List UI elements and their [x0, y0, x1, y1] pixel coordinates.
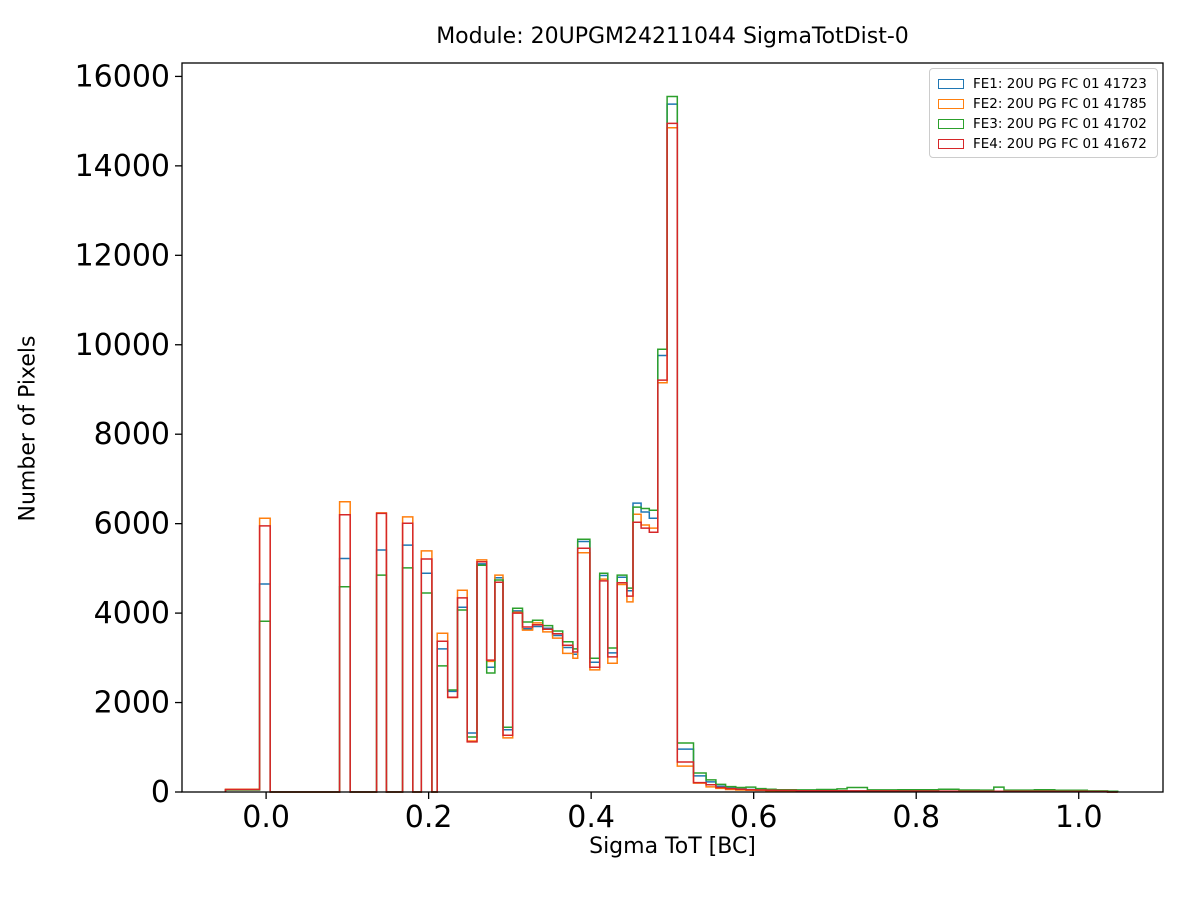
- y-tick-label: 10000: [75, 328, 170, 363]
- chart-title: Module: 20UPGM24211044 SigmaTotDist-0: [436, 24, 909, 49]
- fe2-swatch-icon: [938, 99, 964, 109]
- fe3-swatch-icon: [938, 119, 964, 129]
- y-tick-label: 2000: [94, 686, 170, 721]
- legend-item-fe4: FE4: 20U PG FC 01 41672: [938, 134, 1149, 154]
- y-tick-label: 12000: [75, 238, 170, 273]
- x-tick-label: 0.8: [892, 800, 940, 835]
- legend-label-fe1: FE1: 20U PG FC 01 41723: [973, 76, 1147, 92]
- series-fe4-step-line: [224, 122, 1118, 793]
- y-tick-label: 0: [151, 775, 170, 810]
- y-tick-label: 14000: [75, 149, 170, 184]
- legend-label-fe2: FE2: 20U PG FC 01 41785: [973, 96, 1147, 112]
- series-fe1-step-line: [224, 103, 1118, 793]
- legend-label-fe4: FE4: 20U PG FC 01 41672: [973, 136, 1147, 152]
- x-tick-label: 0.0: [242, 800, 290, 835]
- fe4-swatch-icon: [938, 139, 964, 149]
- x-tick-label: 0.2: [405, 800, 453, 835]
- y-axis-label: Number of Pixels: [15, 335, 41, 522]
- fe1-swatch-icon: [938, 79, 964, 89]
- x-tick-label: 0.6: [730, 800, 778, 835]
- legend-item-fe2: FE2: 20U PG FC 01 41785: [938, 94, 1149, 114]
- legend-item-fe3: FE3: 20U PG FC 01 41702: [938, 114, 1149, 134]
- y-tick-label: 16000: [75, 59, 170, 94]
- x-tick-label: 0.4: [567, 800, 615, 835]
- series-fe2-step-line: [224, 127, 1118, 793]
- y-tick-label: 6000: [94, 507, 170, 542]
- legend-label-fe3: FE3: 20U PG FC 01 41702: [973, 116, 1147, 132]
- x-axis-label: Sigma ToT [BC]: [589, 834, 756, 859]
- axes-spines: [181, 62, 1164, 793]
- x-tick-label: 1.0: [1055, 800, 1103, 835]
- legend: FE1: 20U PG FC 01 41723 FE2: 20U PG FC 0…: [929, 68, 1158, 158]
- y-tick-label: 8000: [94, 417, 170, 452]
- legend-item-fe1: FE1: 20U PG FC 01 41723: [938, 74, 1149, 94]
- series-fe3-step-line: [224, 95, 1119, 793]
- y-tick-label: 4000: [94, 596, 170, 631]
